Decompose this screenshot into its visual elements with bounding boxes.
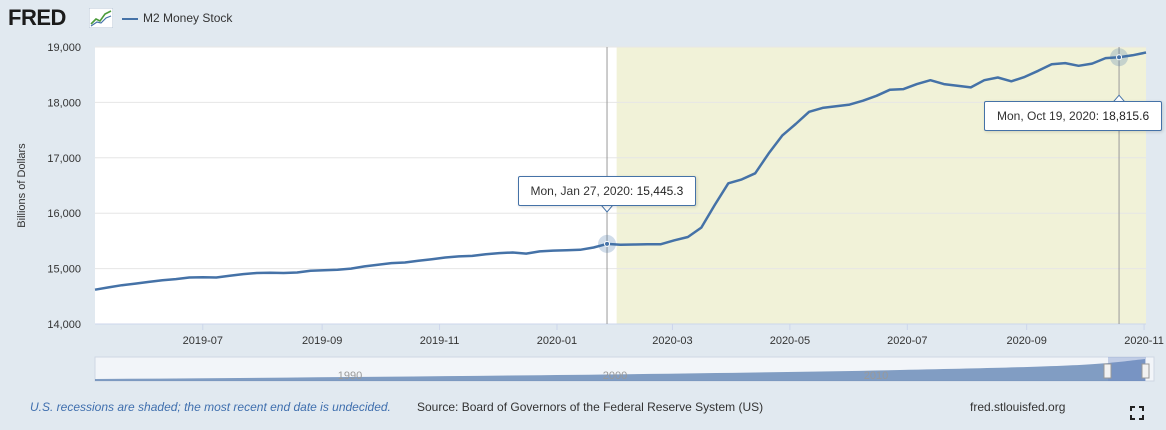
y-tick-label: 18,000 <box>47 97 81 109</box>
tooltip-value: 15,445.3 <box>636 183 684 198</box>
fred-logo[interactable]: FRED <box>8 5 66 30</box>
legend-swatch <box>122 18 138 20</box>
tooltip-date: Mon, Oct 19, 2020: <box>997 109 1103 124</box>
x-tick-label: 2019-09 <box>302 335 342 347</box>
navigator-handle-left[interactable] <box>1103 363 1112 379</box>
y-axis-label: Billions of Dollars <box>16 143 28 228</box>
source-text: Source: Board of Governors of the Federa… <box>417 400 764 414</box>
recession-shade <box>616 47 1146 324</box>
tooltip: Mon, Jan 27, 2020: 15,445.3 <box>517 175 697 206</box>
tooltip-pointer <box>1112 94 1126 103</box>
x-tick-label: 2020-11 <box>1124 335 1164 347</box>
y-tick-label: 17,000 <box>47 153 81 165</box>
navigator-handle-right[interactable] <box>1141 363 1150 379</box>
y-tick-label: 16,000 <box>47 208 81 220</box>
navigator-window[interactable] <box>1108 357 1146 381</box>
expand-icon[interactable] <box>1130 406 1144 420</box>
y-tick-label: 14,000 <box>47 319 81 331</box>
recession-note: U.S. recessions are shaded; the most rec… <box>30 400 391 414</box>
x-tick-label: 2020-07 <box>887 335 927 347</box>
data-point-marker[interactable] <box>604 240 611 247</box>
navigator-tick-label: 1990 <box>338 370 362 382</box>
data-point-marker[interactable] <box>1116 54 1123 61</box>
legend-label: M2 Money Stock <box>143 11 233 25</box>
x-tick-label: 2020-01 <box>537 335 577 347</box>
navigator-tick-label: 2000 <box>603 370 627 382</box>
x-tick-label: 2020-03 <box>652 335 692 347</box>
trend-chart-icon <box>89 8 113 28</box>
series-line-m2[interactable] <box>94 51 1147 291</box>
navigator-series <box>95 359 1145 381</box>
x-tick-label: 2020-05 <box>770 335 810 347</box>
tooltip-date: Mon, Jan 27, 2020: <box>530 183 637 198</box>
y-tick-label: 15,000 <box>47 264 81 276</box>
x-tick-label: 2019-07 <box>183 335 223 347</box>
tooltip: Mon, Oct 19, 2020: 18,815.6 <box>984 101 1163 132</box>
site-link[interactable]: fred.stlouisfed.org <box>970 400 1066 414</box>
x-tick-label: 2019-11 <box>420 335 460 347</box>
header: FRED M2 Money Stock <box>0 0 1166 40</box>
x-tick-label: 2020-09 <box>1006 335 1046 347</box>
tooltip-pointer <box>600 204 614 213</box>
tooltip-value: 18,815.6 <box>1102 109 1150 124</box>
navigator-tick-label: 2010 <box>864 370 888 382</box>
y-tick-label: 19,000 <box>47 42 81 54</box>
